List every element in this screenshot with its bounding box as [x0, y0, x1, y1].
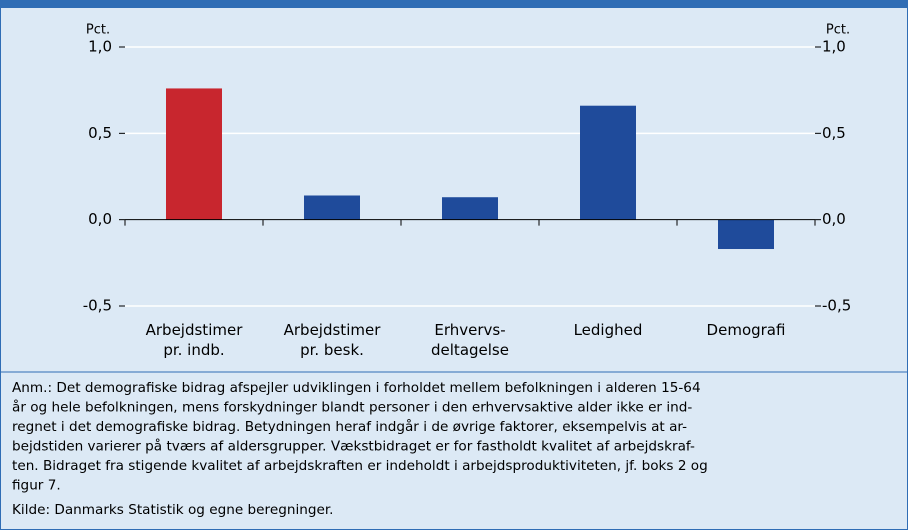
y2-axis-label: Pct. — [826, 23, 850, 38]
source: Kilde: Danmarks Statistik og egne beregn… — [12, 502, 333, 518]
x-tick-label-line: pr. besk. — [300, 341, 364, 359]
top-band — [0, 0, 908, 8]
bar — [166, 88, 222, 220]
y2-tick-label: 1,0 — [822, 38, 846, 56]
bar — [304, 195, 360, 220]
x-tick-label: Ledighed — [574, 321, 643, 339]
x-tick-label: Arbejdstimer pr. besk. — [284, 321, 382, 359]
x-tick-label: Demografi — [707, 321, 786, 339]
y2-tick-label: 0,0 — [822, 210, 846, 228]
x-tick-label-line: Demografi — [707, 321, 786, 339]
note-line: bejdstiden varierer på tværs af aldersgr… — [12, 438, 695, 455]
x-tick-label-line: Ledighed — [574, 321, 643, 339]
x-tick-label: Arbejdstimer pr. indb. — [146, 321, 244, 359]
y-tick-label: 0,0 — [88, 210, 112, 228]
note-line: regnet i det demografiske bidrag. Betydn… — [12, 418, 687, 435]
y-tick-label: 1,0 — [88, 38, 112, 56]
note-line: år og hele befolkningen, mens forskydnin… — [12, 399, 692, 416]
x-tick-label: Erhvervs-deltagelse — [431, 321, 509, 359]
bar — [442, 197, 498, 220]
bar — [718, 219, 774, 250]
x-tick-label-line: Erhvervs- — [434, 321, 505, 339]
y-axis-label: Pct. — [86, 23, 110, 38]
x-tick-label-line: pr. indb. — [163, 341, 224, 359]
bar — [580, 105, 636, 220]
y-tick-label: 0,5 — [88, 124, 112, 142]
note-line: ten. Bidraget fra stigende kvalitet af a… — [12, 458, 708, 474]
x-tick-label-line: Arbejdstimer — [284, 321, 382, 339]
y-tick-label: -0,5 — [83, 297, 112, 315]
note-line: Anm.: Det demografiske bidrag afspejler … — [12, 380, 701, 396]
x-tick-label-line: Arbejdstimer — [146, 321, 244, 339]
y2-tick-label: 0,5 — [822, 124, 846, 142]
x-tick-label-line: deltagelse — [431, 341, 509, 359]
note-line: figur 7. — [12, 478, 61, 494]
y2-tick-label: -0,5 — [822, 297, 851, 315]
